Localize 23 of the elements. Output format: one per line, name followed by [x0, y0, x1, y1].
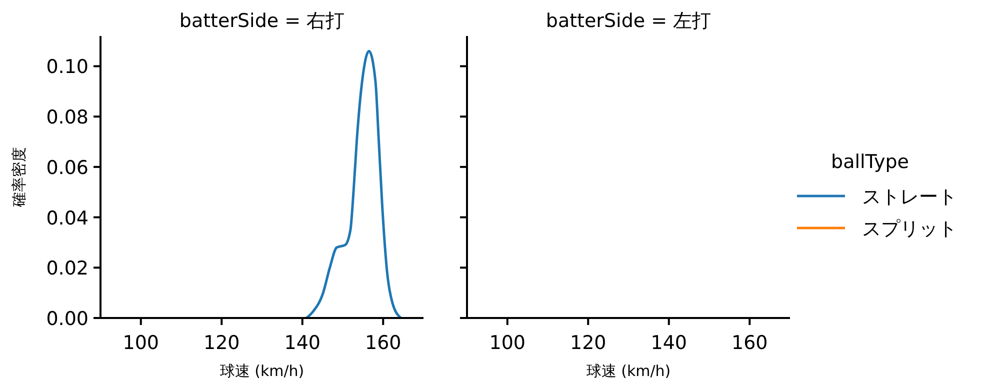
y-tick-label: 0.02 — [46, 258, 88, 280]
line-series — [305, 50, 402, 320]
y-tick-label: 0.06 — [46, 156, 88, 179]
legend-title: ballType — [831, 151, 909, 173]
x-axis-title: 球速 (km/h) — [220, 362, 304, 380]
x-tick-label: 120 — [570, 332, 606, 354]
x-tick-label: 140 — [284, 332, 321, 354]
chart-title: batterSide = 右打 — [179, 10, 345, 32]
x-tick-label: 100 — [122, 332, 160, 354]
x-tick-label: 100 — [489, 332, 526, 354]
y-axis-title: 確率密度 — [10, 147, 28, 208]
legend-label: スプリット — [862, 218, 957, 240]
y-tick-label: 0.04 — [46, 207, 88, 230]
x-tick-label: 160 — [731, 332, 768, 354]
y-tick-label: 0.10 — [46, 56, 88, 78]
legend-label: ストレート — [862, 186, 957, 208]
x-tick-label: 140 — [650, 332, 688, 354]
chart-title: batterSide = 左打 — [546, 10, 712, 32]
x-tick-label: 160 — [364, 332, 402, 354]
x-axis-title: 球速 (km/h) — [586, 362, 671, 380]
y-tick-label: 0.00 — [46, 308, 88, 330]
x-tick-label: 120 — [203, 332, 240, 354]
y-tick-label: 0.08 — [46, 106, 88, 129]
